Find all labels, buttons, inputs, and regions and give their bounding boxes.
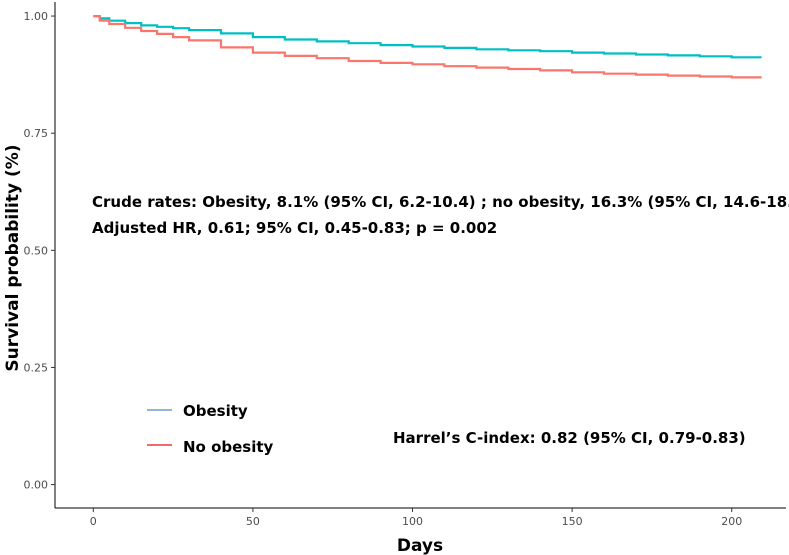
y-axis-title: Survival probability (%): [3, 144, 23, 371]
y-ticks: 0.00 0.25 0.50 0.75 1.00: [24, 10, 55, 492]
y-tick-label: 0.25: [24, 361, 49, 374]
y-tick-label: 1.00: [24, 10, 49, 23]
annotation-crude-rates: Crude rates: Obesity, 8.1% (95% CI, 6.2-…: [92, 193, 789, 211]
series-lines: [93, 15, 762, 79]
x-tick-label: 150: [562, 515, 583, 528]
annotation-c-index: Harrel’s C-index: 0.82 (95% CI, 0.79-0.8…: [393, 429, 746, 447]
x-tick-label: 0: [90, 515, 97, 528]
legend-label-no-obesity: No obesity: [183, 438, 274, 456]
x-ticks: 0 50 100 150 200: [90, 508, 742, 528]
x-tick-label: 50: [246, 515, 260, 528]
series-line-obesity: [93, 15, 762, 59]
y-tick-label: 0.75: [24, 127, 49, 140]
annotation-adjusted-hr: Adjusted HR, 0.61; 95% CI, 0.45-0.83; p …: [92, 219, 497, 237]
legend: Obesity No obesity: [147, 402, 274, 456]
x-axis-title: Days: [397, 536, 443, 555]
y-tick-label: 0.00: [24, 479, 49, 492]
legend-label-obesity: Obesity: [183, 402, 248, 420]
x-tick-label: 100: [402, 515, 423, 528]
x-tick-label: 200: [721, 515, 742, 528]
y-tick-label: 0.50: [24, 244, 49, 257]
series-line-no-obesity: [93, 15, 762, 79]
